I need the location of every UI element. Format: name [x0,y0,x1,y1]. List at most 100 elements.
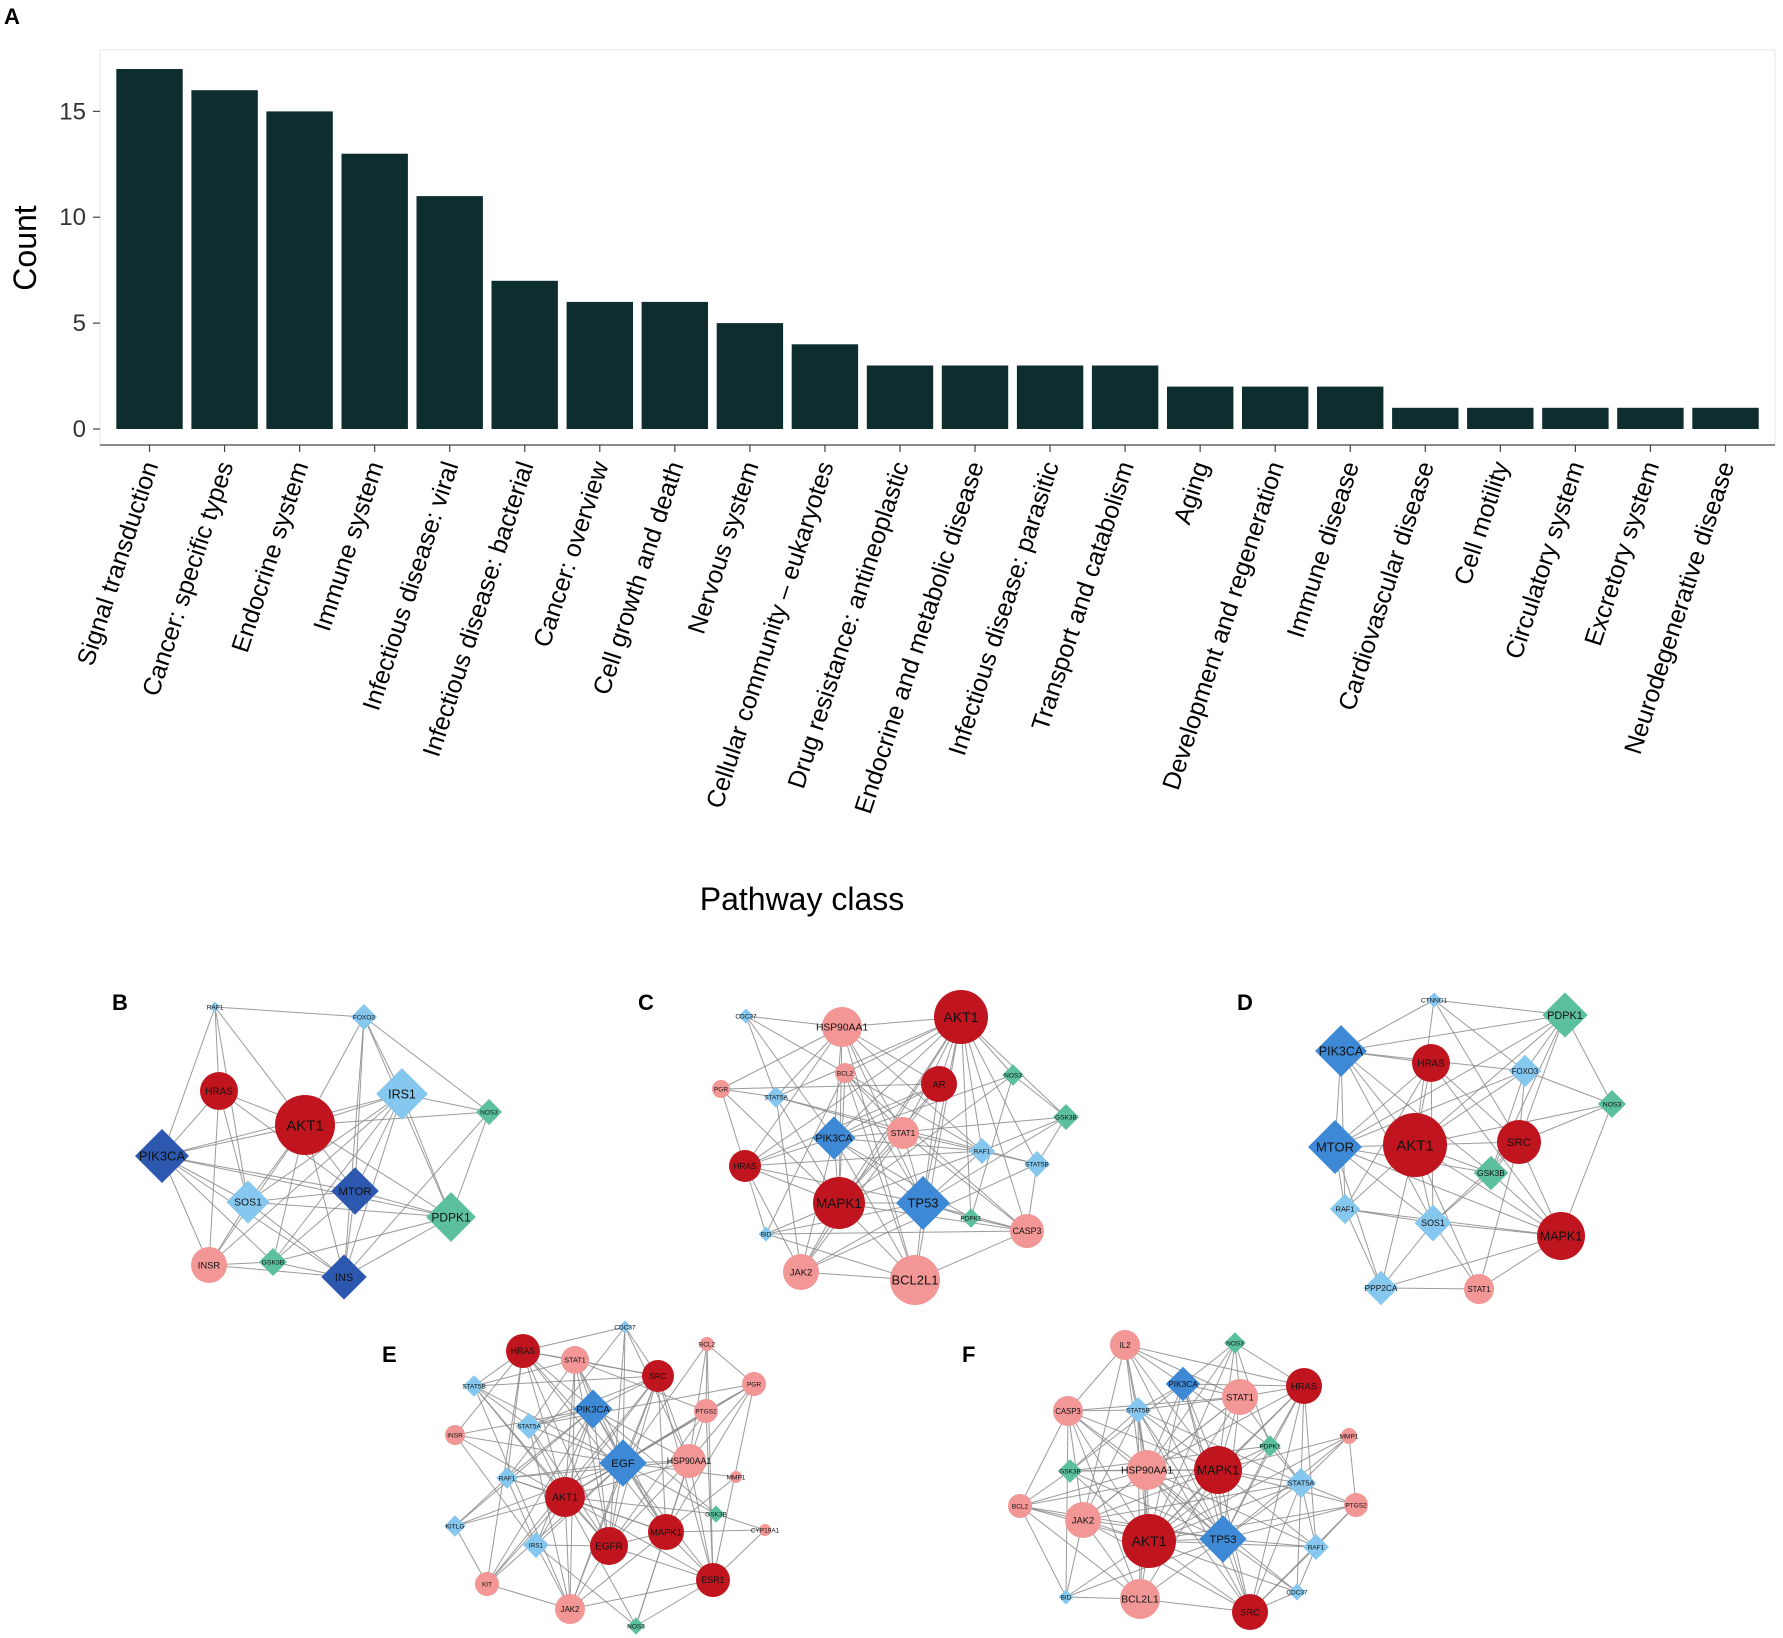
node-diamond [1473,1155,1509,1191]
network-edge [833,1137,916,1281]
bar [1091,365,1159,429]
network-edge [486,1462,624,1585]
network-edge [592,1408,610,1547]
network-node-ar: AR [921,1066,957,1102]
network-edge [592,1408,690,1462]
network-edge [1065,1410,1069,1598]
network-edge [1344,1208,1382,1289]
node-diamond [599,1439,647,1487]
network-edge [1019,1469,1219,1507]
network-node-gsk3b: GSK3B [258,1247,288,1277]
network-edge [522,1350,610,1547]
network-panel-d: D CTNND1 PDPK1 PIK3CA HRAS FOXO3 NOS3 MTOR AKT1 S… [1237,990,1627,1306]
network-edge [765,1072,846,1235]
network-edge [454,1462,624,1527]
network-node-mapk1: MAPK1 [648,1514,684,1550]
network-edge [506,1477,667,1533]
node-diamond [573,1389,613,1429]
node-circle [1383,1113,1447,1177]
network-edge [363,1016,452,1218]
network-edge [688,1460,714,1581]
node-circle [887,1117,919,1149]
network-edge [473,1385,530,1427]
network-node-stat5b: STAT5B [1024,1151,1050,1177]
network-node-bcl2: BCL2 [835,1063,855,1083]
bar [341,153,408,429]
node-label: CASP3 [1013,1226,1042,1236]
network-node-bcl2l1: BCL2L1 [890,1255,940,1305]
node-diamond [476,1099,502,1125]
node-circle [200,1072,238,1110]
network-panel-b: B RAF1 FOXO3 HRAS AKT1 IRS1 NOS3 PIK3CA SOS1 MTOR… [112,990,502,1300]
network-node-casp3: CASP3 [1010,1214,1044,1248]
network-node-nos3: NOS3 [627,1617,645,1635]
node-diamond [209,1001,221,1013]
network-edge [473,1385,571,1610]
network-node-pik3ca: PIK3CA [1315,1025,1367,1077]
node-label: CTNND1 [1421,997,1448,1004]
node-label: MAPK1 [650,1526,682,1537]
nodes: IL2 NOS3 PIK3CA HRAS STAT1 CASP3 STAT5B PDPK1 MM… [1008,1330,1368,1630]
network-edge [1182,1383,1271,1447]
node-label: HRAS [733,1161,757,1171]
nodes: CDC37 HRAS STAT1 SRC BCL2 STAT5B PGR STAT5A PIK3… [444,1320,780,1635]
network-edge [1019,1469,1148,1507]
node-label: PIK3CA [139,1149,186,1164]
node-label: STAT5A [517,1423,541,1430]
network-edge [1124,1344,1150,1542]
network-edge [841,1026,983,1152]
network-edge [247,1093,403,1203]
network-edge [844,1072,924,1204]
node-label: NOS3 [627,1623,645,1630]
network-edge [473,1359,576,1387]
network-node-stat5b: STAT5B [1125,1397,1151,1423]
network-edge [833,1083,940,1139]
network-edge [1012,1074,1067,1118]
node-label: PIK3CA [576,1403,610,1414]
node-label: PDPK1 [1259,1443,1281,1450]
node-diamond [1125,1397,1151,1423]
node-label: SOS1 [234,1198,262,1209]
network-node-sos1: SOS1 [226,1180,270,1224]
x-tick-label: Endocrine system [226,458,314,656]
network-panels: B RAF1 FOXO3 HRAS AKT1 IRS1 NOS3 PIK3CA SOS1 MTOR… [112,990,1627,1635]
node-circle [1110,1330,1140,1360]
network-edge [506,1326,626,1479]
panel-label-e: E [382,1342,397,1367]
network-edge [1334,1146,1562,1237]
x-tick-label: Aging [1169,458,1215,527]
node-diamond [765,1086,787,1108]
network-edge [304,1111,490,1126]
network-edge [522,1350,624,1464]
node-label: STAT1 [1226,1391,1254,1402]
network-edge [745,1015,777,1098]
bar [191,90,258,429]
network-edge [981,1116,1067,1152]
network-edge [744,1165,802,1273]
x-tick-label: Immune disease [1282,458,1365,641]
network-node-hras: HRAS [1286,1368,1322,1404]
node-circle [1537,1212,1585,1260]
node-circle [1127,1450,1167,1490]
node-circle [835,1063,855,1083]
network-node-akt1: AKT1 [1383,1113,1447,1177]
node-circle [1286,1368,1322,1404]
node-label: PDPK1 [1547,1010,1583,1022]
node-label: HRAS [1417,1059,1445,1070]
network-edge [564,1375,659,1498]
network-node-hras: HRAS [200,1072,238,1110]
node-circle [742,1372,766,1396]
network-node-gsk3b: GSK3B [1053,1104,1079,1130]
node-label: INS [335,1272,353,1284]
network-edge [744,1016,962,1167]
network-node-jak2: JAK2 [555,1594,585,1624]
network-edge [775,1016,962,1098]
network-edge [569,1375,659,1610]
network-edge [1146,1469,1317,1548]
node-label: HRAS [1291,1380,1317,1391]
node-label: TP53 [907,1196,938,1211]
node-label: SOS1 [1421,1218,1445,1228]
network-node-jak2: JAK2 [1065,1502,1101,1538]
network-edge [960,1016,972,1219]
network-edge [522,1326,626,1352]
